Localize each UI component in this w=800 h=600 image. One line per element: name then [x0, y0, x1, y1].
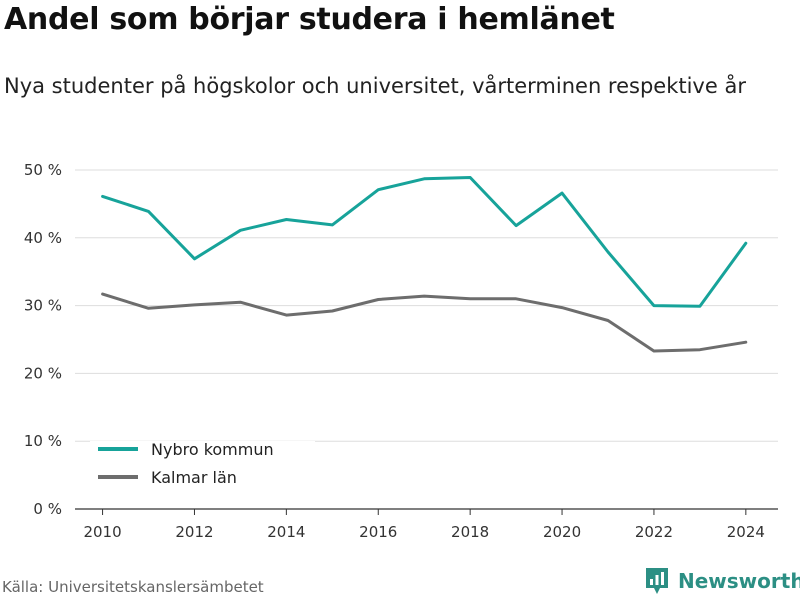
legend-label: Kalmar län	[151, 468, 237, 487]
legend-item-nybro-kommun: Nybro kommun	[90, 440, 315, 467]
series-line-kalmar-lan	[101, 292, 748, 353]
x-tick-label: 2018	[451, 523, 489, 541]
chart-subtitle: Nya studenter på högskolor och universit…	[4, 74, 746, 98]
y-tick-label: 10 %	[24, 432, 62, 450]
y-tick-label: 20 %	[24, 364, 62, 382]
brand-logo: Newsworthy	[644, 566, 800, 596]
legend: Nybro kommun Kalmar län	[90, 440, 315, 495]
source-note: Källa: Universitetskanslersämbetet	[2, 578, 264, 596]
x-tick-label: 2020	[543, 523, 581, 541]
chart-title: Andel som börjar studera i hemlänet	[4, 2, 615, 37]
series-line-nybro-kommun	[101, 176, 748, 308]
y-axis-ticks: 0 % 10 % 20 % 30 % 40 % 50 %	[24, 161, 62, 518]
x-tick-label: 2010	[83, 523, 121, 541]
legend-item-kalmar-lan: Kalmar län	[90, 468, 315, 495]
legend-label: Nybro kommun	[151, 440, 274, 459]
x-axis-ticks: 2010 2012 2014 2016 2018 2020 2022 2024	[83, 509, 765, 541]
x-tick-label: 2024	[727, 523, 765, 541]
x-tick-label: 2016	[359, 523, 397, 541]
legend-background	[90, 469, 315, 495]
y-tick-label: 0 %	[33, 500, 62, 518]
y-tick-label: 30 %	[24, 297, 62, 315]
series-lines	[101, 176, 748, 353]
x-tick-label: 2022	[635, 523, 673, 541]
newsworthy-logo-icon	[646, 568, 668, 594]
x-tick-label: 2012	[175, 523, 213, 541]
x-tick-label: 2014	[267, 523, 305, 541]
brand-name: Newsworthy	[678, 569, 800, 593]
y-tick-label: 40 %	[24, 229, 62, 247]
legend-background	[90, 441, 315, 467]
y-tick-label: 50 %	[24, 161, 62, 179]
